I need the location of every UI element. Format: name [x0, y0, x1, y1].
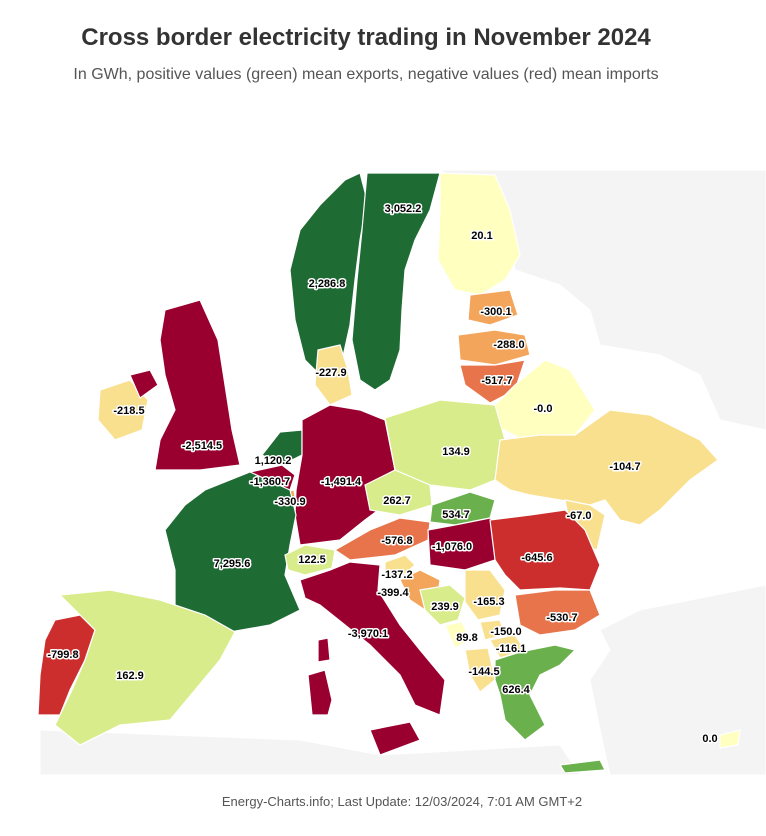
region-ireland[interactable]: [97, 379, 149, 441]
label-germany: -1,491.4: [321, 476, 362, 488]
label-moldova: -67.0: [566, 510, 591, 522]
label-montenegro: 89.8: [456, 632, 477, 644]
label-spain: 162.9: [116, 670, 144, 682]
label-italy: -3,970.1: [348, 628, 388, 640]
label-switzerland: 122.5: [298, 554, 326, 566]
region-spain[interactable]: [54, 589, 236, 746]
region-estonia[interactable]: [467, 289, 519, 326]
label-norway: 2,286.8: [309, 278, 346, 290]
label-poland: 134.9: [442, 446, 470, 458]
region-albania[interactable]: [464, 647, 496, 693]
region-slovenia[interactable]: [384, 554, 416, 581]
label-croatia: -399.4: [377, 587, 409, 599]
region-norway[interactable]: [289, 172, 368, 381]
region-latvia[interactable]: [457, 329, 531, 366]
chart-subtitle: In GWh, positive values (green) mean exp…: [73, 66, 659, 83]
region-ukraine[interactable]: [494, 409, 719, 526]
label-hungary: -1,076.0: [432, 541, 472, 553]
region-switzerland[interactable]: [284, 544, 336, 576]
label-lithuania: -517.7: [481, 375, 512, 387]
label-luxembourg: -330.9: [274, 496, 305, 508]
label-denmark: -227.9: [315, 367, 346, 379]
footer-source: Energy-Charts.info; Last Update: 12/03/2…: [221, 794, 583, 809]
label-kosovo: -150.0: [490, 626, 521, 638]
label-turkey: 0.0: [702, 733, 717, 745]
label-bosnia-and-herzegovina: 239.9: [431, 601, 459, 613]
land-no-data-turkey: [589, 584, 766, 775]
label-greece: 626.4: [502, 684, 530, 696]
label-ireland: -218.5: [113, 405, 144, 417]
region-france[interactable]: [164, 471, 301, 633]
region-united-kingdom[interactable]: [129, 299, 241, 471]
europe-map: 3,052.2 2,286.8 20.1 -300.1 -288.0 -517.…: [0, 170, 766, 775]
label-slovenia: -137.2: [381, 569, 412, 581]
label-czech-republic: 262.7: [383, 495, 411, 507]
label-albania: -144.5: [468, 666, 499, 678]
region-italy[interactable]: [299, 561, 446, 756]
region-finland[interactable]: [437, 172, 521, 296]
label-slovakia: 534.7: [442, 509, 470, 521]
label-latvia: -288.0: [493, 339, 524, 351]
land-no-data-africa: [39, 729, 581, 775]
label-netherlands: 1,120.2: [255, 455, 292, 467]
label-romania: -645.6: [521, 552, 552, 564]
region-serbia[interactable]: [464, 569, 506, 621]
label-ukraine: -104.7: [609, 461, 640, 473]
region-montenegro[interactable]: [444, 621, 471, 649]
label-serbia: -165.3: [473, 596, 504, 608]
label-bulgaria: -530.7: [546, 612, 577, 624]
map-svg: 3,052.2 2,286.8 20.1 -300.1 -288.0 -517.…: [37, 170, 766, 775]
region-north-macedonia[interactable]: [489, 634, 526, 659]
label-belgium: -1,360.7: [250, 476, 290, 488]
region-kosovo[interactable]: [479, 619, 506, 641]
region-sweden[interactable]: [351, 172, 441, 391]
label-portugal: -799.8: [47, 649, 78, 661]
label-sweden: 3,052.2: [385, 203, 422, 215]
region-turkey[interactable]: [719, 729, 741, 749]
label-united-kingdom: -2,514.5: [182, 440, 222, 452]
region-bulgaria[interactable]: [514, 589, 601, 636]
label-austria: -576.8: [381, 535, 412, 547]
label-estonia: -300.1: [480, 306, 511, 318]
label-finland: 20.1: [471, 230, 492, 242]
region-greece[interactable]: [494, 644, 606, 774]
label-belarus: -0.0: [534, 403, 553, 415]
chart-title: Cross border electricity trading in Nove…: [81, 24, 651, 51]
region-denmark[interactable]: [314, 344, 353, 406]
region-bosnia-and-herzegovina[interactable]: [419, 584, 466, 626]
label-north-macedonia: -116.1: [496, 643, 527, 655]
value-labels: 3,052.2 2,286.8 20.1 -300.1 -288.0 -517.…: [46, 201, 719, 746]
label-france: 7,295.6: [214, 558, 251, 570]
